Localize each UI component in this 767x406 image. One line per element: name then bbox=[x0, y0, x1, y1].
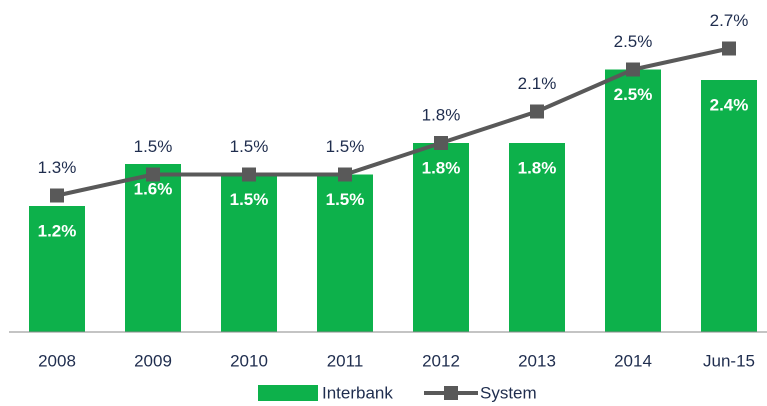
bar bbox=[413, 143, 469, 332]
bar-label: 1.8% bbox=[518, 158, 557, 177]
bar bbox=[29, 206, 85, 332]
line-marker bbox=[722, 41, 736, 56]
legend: Interbank System bbox=[258, 383, 537, 402]
bar-label: 2.4% bbox=[710, 95, 749, 114]
line-marker bbox=[146, 167, 160, 182]
bar-label: 1.5% bbox=[326, 190, 365, 209]
bar-label: 1.2% bbox=[38, 221, 77, 240]
line-label: 2.1% bbox=[518, 74, 557, 93]
legend-label: Interbank bbox=[322, 383, 393, 402]
line bbox=[56, 46, 730, 198]
line-label: 1.5% bbox=[326, 137, 365, 156]
line-marker bbox=[530, 104, 544, 119]
bar bbox=[605, 69, 661, 332]
legend-swatch bbox=[258, 385, 318, 401]
bar bbox=[701, 80, 757, 332]
line-label: 1.8% bbox=[422, 105, 461, 124]
line-label: 1.5% bbox=[134, 137, 173, 156]
line-label: 2.7% bbox=[710, 11, 749, 30]
bar-label: 1.8% bbox=[422, 158, 461, 177]
line-label: 1.5% bbox=[230, 137, 269, 156]
line-label: 1.3% bbox=[38, 158, 77, 177]
bar bbox=[125, 164, 181, 332]
x-tick-label: 2008 bbox=[38, 351, 76, 370]
bar-label: 2.5% bbox=[614, 85, 653, 104]
line-marker bbox=[626, 62, 640, 77]
x-tick-label: 2013 bbox=[518, 351, 556, 370]
line-marker bbox=[242, 167, 256, 182]
line-marker bbox=[50, 188, 64, 203]
x-tick-label: 2009 bbox=[134, 351, 172, 370]
bar bbox=[221, 174, 277, 332]
x-tick-label: 2014 bbox=[614, 351, 652, 370]
x-tick-label: 2012 bbox=[422, 351, 460, 370]
line-label: 2.5% bbox=[614, 32, 653, 51]
legend-label: System bbox=[480, 383, 537, 402]
line-marker bbox=[434, 136, 448, 150]
bar-label: 1.6% bbox=[134, 179, 173, 198]
x-tick-label: 2011 bbox=[327, 351, 364, 370]
bar bbox=[317, 174, 373, 332]
x-tick-label: Jun-15 bbox=[703, 351, 755, 370]
line-marker bbox=[338, 167, 352, 182]
x-tick-label: 2010 bbox=[230, 351, 268, 370]
legend-marker bbox=[444, 386, 458, 400]
bar-label: 1.5% bbox=[230, 190, 269, 209]
bar bbox=[509, 143, 565, 332]
